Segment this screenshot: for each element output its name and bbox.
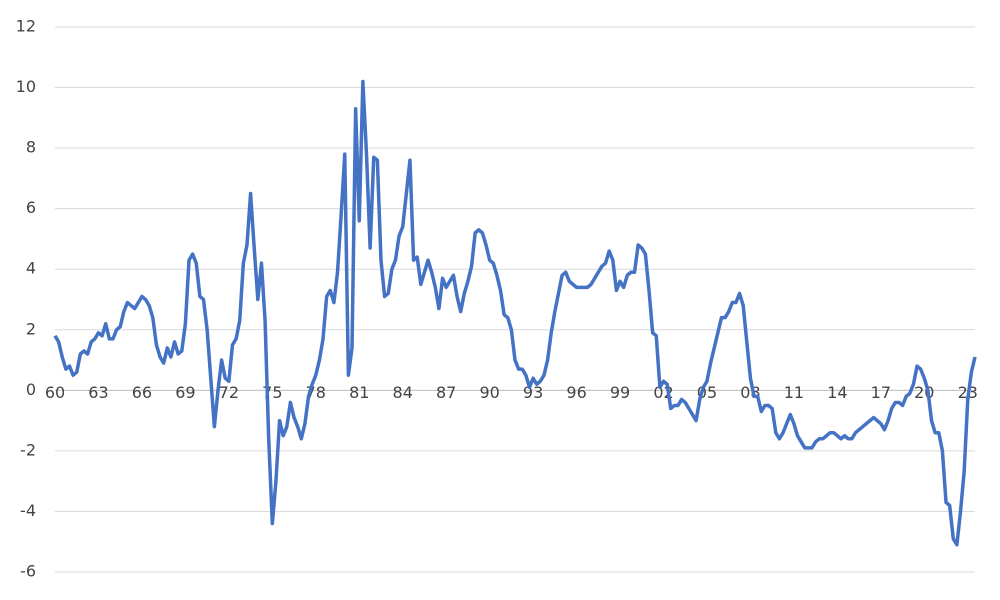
y-tick-label: 8	[26, 138, 36, 157]
x-tick-label: 75	[262, 383, 282, 402]
x-tick-label: 99	[610, 383, 630, 402]
x-tick-label: 69	[175, 383, 195, 402]
y-tick-label: 10	[16, 77, 36, 96]
x-tick-label: 66	[132, 383, 152, 402]
x-tick-label: 93	[523, 383, 543, 402]
x-tick-label: 72	[219, 383, 239, 402]
y-tick-label: -6	[20, 562, 36, 581]
x-tick-label: 90	[479, 383, 499, 402]
x-tick-label: 17	[871, 383, 891, 402]
y-tick-label: 2	[26, 319, 36, 338]
y-tick-label: -2	[20, 440, 36, 459]
x-tick-label: 87	[436, 383, 456, 402]
x-tick-label: 60	[45, 383, 65, 402]
x-tick-label: 14	[827, 383, 847, 402]
y-tick-label: 6	[26, 198, 36, 217]
y-tick-label: -4	[20, 501, 36, 520]
x-tick-label: 20	[914, 383, 934, 402]
x-tick-label: 63	[88, 383, 108, 402]
x-tick-label: 84	[393, 383, 413, 402]
y-tick-label: 4	[26, 259, 36, 278]
y-tick-label: 0	[26, 380, 36, 399]
x-tick-label: 96	[566, 383, 586, 402]
data-line	[53, 79, 977, 547]
y-tick-label: 12	[16, 17, 36, 36]
x-tick-label: 11	[784, 383, 804, 402]
x-tick-label: 81	[349, 383, 369, 402]
